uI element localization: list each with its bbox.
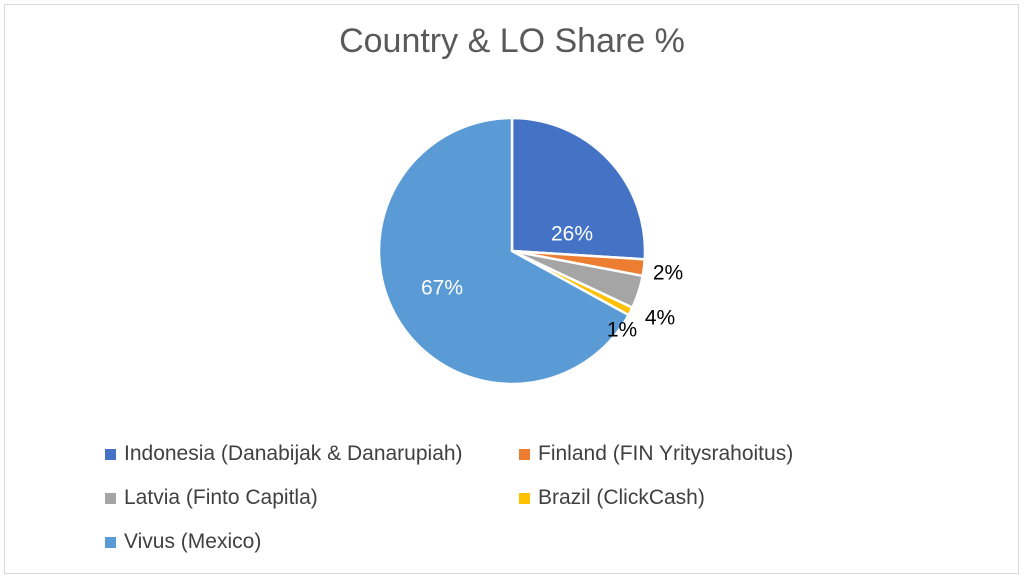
legend-swatch-brazil [519,492,530,504]
legend-item-finland: Finland (FIN Yritysrahoitus) [519,442,793,466]
legend-label-indonesia: Indonesia (Danabijak & Danarupiah) [124,442,463,465]
legend-item-latvia: Latvia (Finto Capitla) [105,486,318,510]
legend-label-vivus: Vivus (Mexico) [124,530,262,553]
legend-swatch-finland [519,448,530,460]
data-label-brazil: 1% [607,319,637,342]
legend-item-vivus: Vivus (Mexico) [105,530,261,554]
data-label-vivus: 67% [421,277,463,300]
legend-item-brazil: Brazil (ClickCash) [519,486,705,510]
data-label-finland: 2% [653,262,683,285]
legend-swatch-indonesia [105,448,116,460]
legend-label-latvia: Latvia (Finto Capitla) [124,486,318,509]
legend-swatch-latvia [105,492,116,504]
legend-swatch-vivus [105,536,116,548]
data-label-latvia: 4% [645,307,675,330]
pie-slice-indonesia [510,116,647,261]
legend-item-indonesia: Indonesia (Danabijak & Danarupiah) [105,442,463,466]
pie-slice-vivus [377,116,631,386]
data-label-indonesia: 26% [551,223,593,246]
legend-label-brazil: Brazil (ClickCash) [538,486,705,509]
legend-label-finland: Finland (FIN Yritysrahoitus) [538,442,794,465]
chart-title: Country & LO Share % [339,22,685,60]
